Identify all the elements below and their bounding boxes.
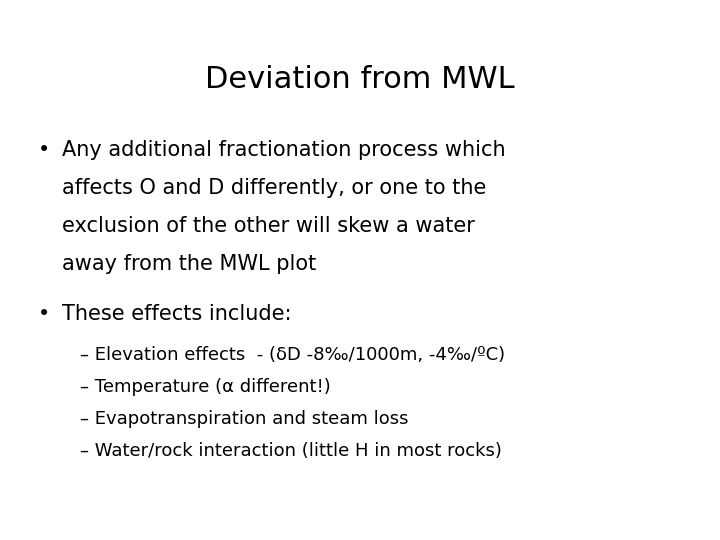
Text: affects O and D differently, or one to the: affects O and D differently, or one to t… (62, 178, 487, 198)
Text: Deviation from MWL: Deviation from MWL (205, 65, 515, 94)
Text: away from the MWL plot: away from the MWL plot (62, 254, 316, 274)
Text: •: • (38, 140, 50, 160)
Text: – Water/rock interaction (little H in most rocks): – Water/rock interaction (little H in mo… (80, 442, 502, 460)
Text: •: • (38, 304, 50, 324)
Text: – Temperature (α different!): – Temperature (α different!) (80, 378, 330, 396)
Text: – Elevation effects  - (δD -8‰/1000m, -4‰/ºC): – Elevation effects - (δD -8‰/1000m, -4‰… (80, 346, 505, 364)
Text: These effects include:: These effects include: (62, 304, 292, 324)
Text: Any additional fractionation process which: Any additional fractionation process whi… (62, 140, 505, 160)
Text: exclusion of the other will skew a water: exclusion of the other will skew a water (62, 216, 475, 236)
Text: – Evapotranspiration and steam loss: – Evapotranspiration and steam loss (80, 410, 408, 428)
